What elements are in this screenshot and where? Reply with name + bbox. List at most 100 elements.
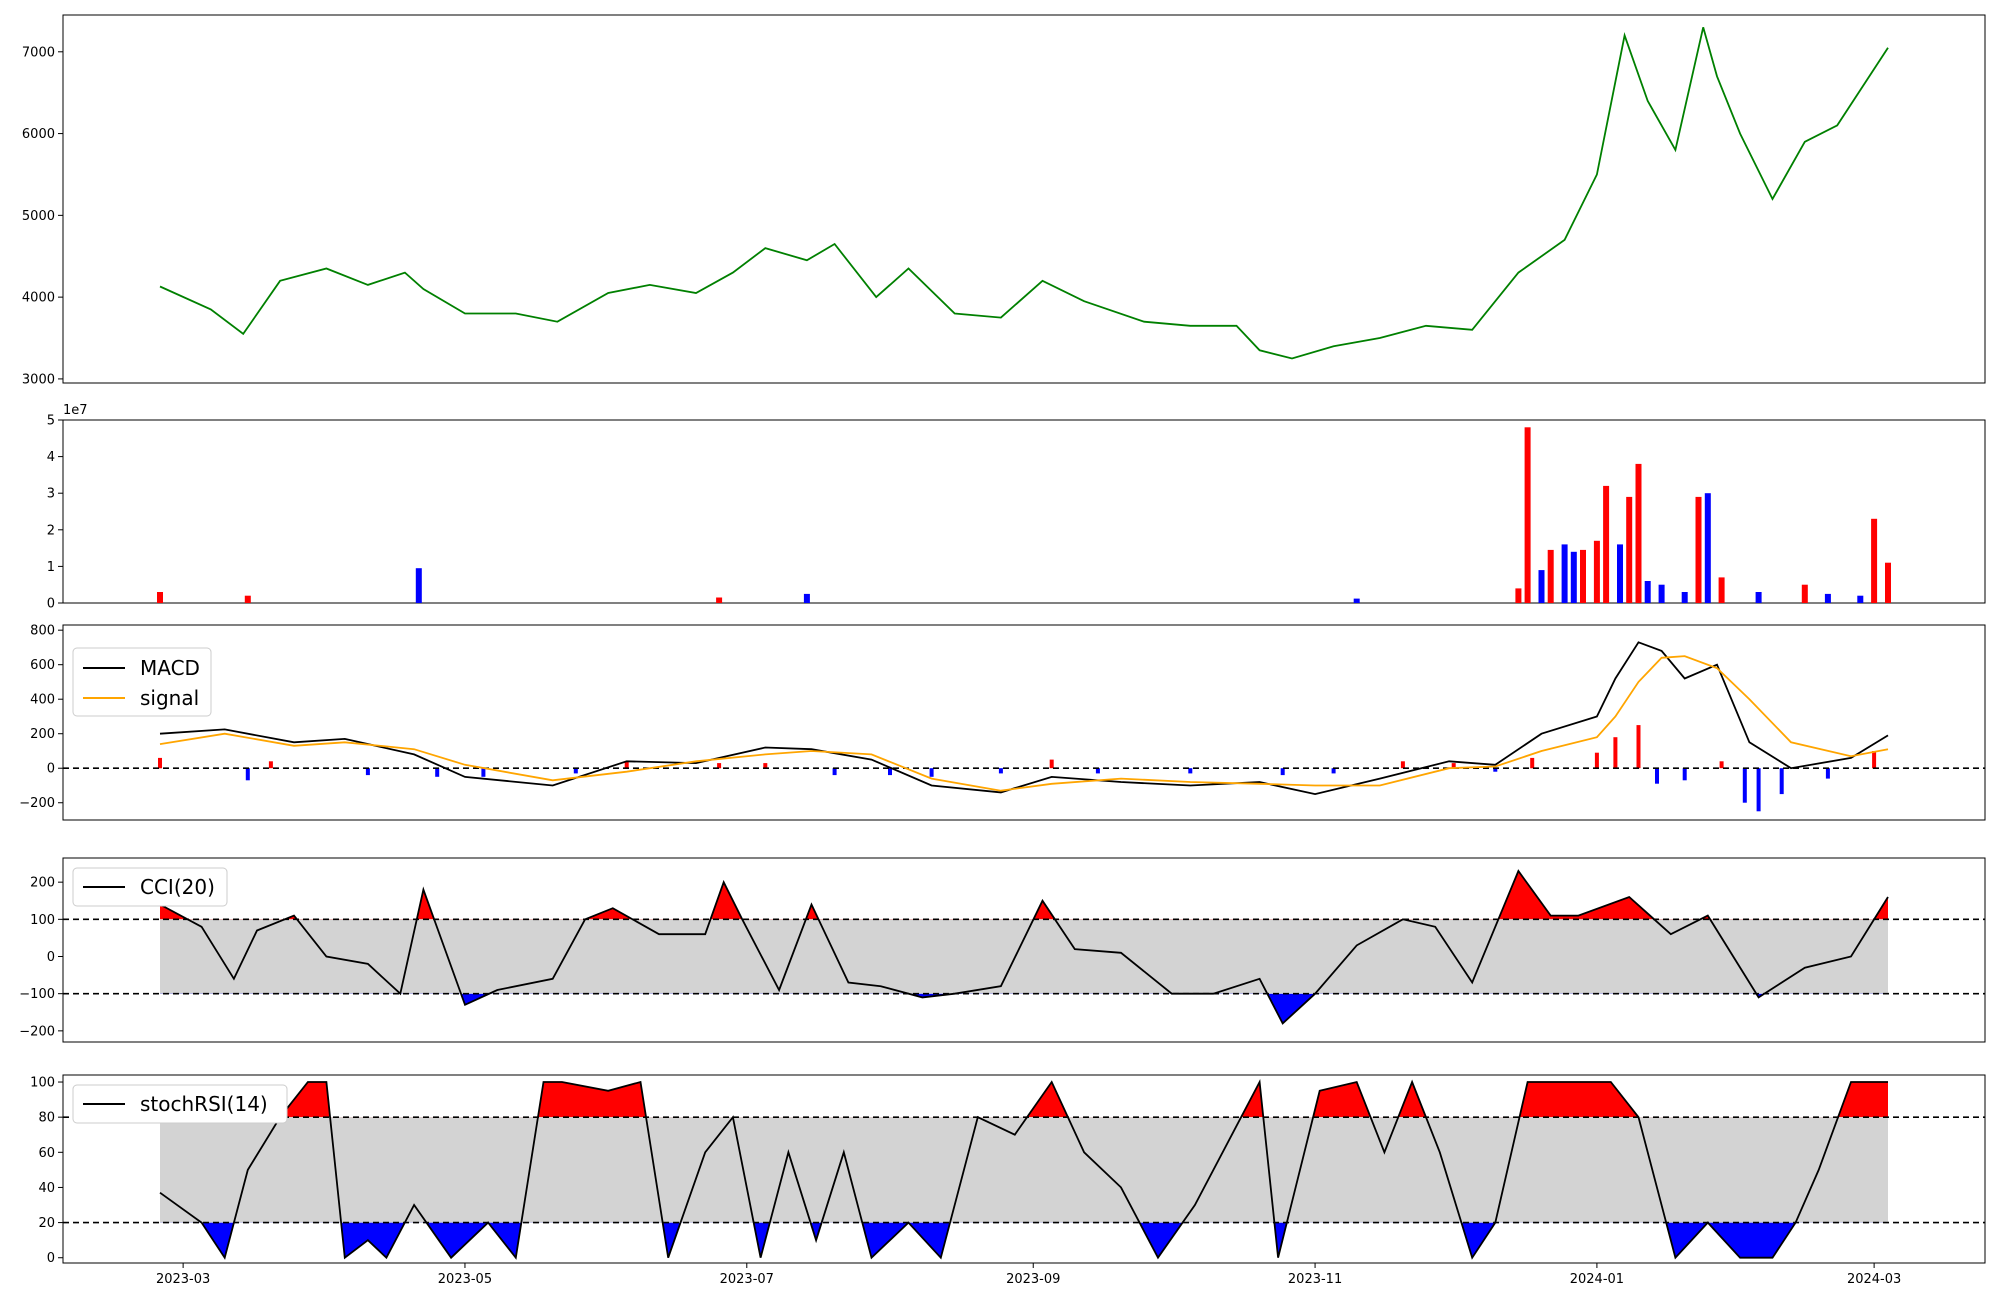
volume-bar: [1644, 581, 1651, 603]
macd-hist-bar: [1779, 768, 1784, 795]
volume-bar: [1353, 598, 1360, 603]
volume-bar: [1617, 544, 1623, 603]
legend-box: [72, 1084, 288, 1124]
y-tick-label: 100: [30, 913, 55, 928]
y-tick-label: 600: [30, 658, 55, 673]
volume-bar: [1524, 427, 1531, 603]
y-tick-label: 5000: [22, 209, 55, 224]
x-tick-label: 2023-07: [720, 1272, 774, 1287]
legend-label: stochRSI(14): [140, 1092, 268, 1116]
y-tick-label: 400: [30, 693, 55, 708]
macd-hist-bar: [1719, 761, 1724, 769]
volume-bar: [1515, 588, 1522, 603]
cci-line: [159, 869, 1889, 1025]
macd-hist-bar: [158, 757, 162, 769]
volume-bar: [415, 568, 422, 603]
macd-hist-bar: [365, 768, 370, 776]
y-tick-label: 1: [47, 560, 55, 575]
x-tick-label: 2023-03: [156, 1272, 210, 1287]
macd-hist-bar: [1872, 751, 1877, 769]
macd-hist-bar: [1280, 768, 1285, 776]
volume-bar: [1871, 518, 1878, 603]
y-tick-label: 800: [30, 624, 55, 639]
y-tick-label: −100: [19, 987, 55, 1002]
y-tick-label: 0: [47, 1251, 55, 1266]
volume-bar: [803, 593, 810, 603]
y-tick-label: 200: [30, 876, 55, 891]
x-tick-label: 2023-05: [438, 1272, 492, 1287]
y-tick-label: 4: [47, 450, 55, 465]
macd-line: [159, 641, 1889, 796]
oversold-fill: [160, 1222, 1888, 1258]
legend-label: signal: [140, 686, 199, 710]
y-tick-label: −200: [19, 796, 55, 811]
macd-hist-bar: [481, 768, 486, 777]
y-tick-label: 7000: [22, 45, 55, 60]
macd-hist-bar: [1742, 768, 1747, 803]
y-tick-label: 200: [30, 727, 55, 742]
panel-frame-1: [62, 14, 1986, 384]
volume-bar: [1580, 549, 1586, 603]
macd-hist-bar: [1451, 763, 1456, 769]
panel-frame-2: [62, 419, 1986, 604]
y-tick-label: 100: [30, 1076, 55, 1091]
stochrsi-legend: stochRSI(14): [72, 1084, 288, 1124]
volume-bar: [1538, 570, 1545, 603]
volume-bar: [1718, 577, 1725, 603]
macd-hist-bar: [717, 763, 722, 769]
neutral-band: [160, 919, 1888, 994]
macd-hist-bar: [763, 763, 768, 769]
price-line: [159, 27, 1889, 360]
y-tick-label: 60: [38, 1146, 55, 1161]
x-tick-label: 2024-03: [1847, 1272, 1901, 1287]
volume-bar: [1561, 544, 1568, 603]
volume-bar: [1570, 551, 1577, 603]
macd-hist-bar: [1095, 768, 1100, 774]
volume-bar: [1755, 592, 1762, 603]
macd-hist-bar: [435, 768, 440, 777]
volume-bar: [1824, 593, 1831, 603]
macd-hist-bar: [888, 768, 892, 776]
macd-hist-bar: [1188, 768, 1193, 774]
stochrsi-line: [159, 1078, 1888, 1260]
panel-frame-3: [62, 624, 1986, 821]
panel-frame-4: [62, 857, 1986, 1043]
macd-legend: MACD signal: [72, 647, 212, 717]
macd-hist-bar: [1530, 757, 1535, 769]
x-tick-label: 2023-11: [1288, 1272, 1342, 1287]
y-tick-label: 4000: [22, 291, 55, 306]
x-tick-label: 2024-01: [1570, 1272, 1624, 1287]
volume-bar: [1658, 584, 1665, 603]
macd-hist-bar: [929, 768, 934, 777]
y-tick-label: 3: [47, 487, 55, 502]
cci-legend: CCI(20): [72, 867, 228, 907]
macd-hist-bar: [268, 761, 273, 769]
signal-line: [159, 655, 1889, 792]
y-tick-label: −200: [19, 1024, 55, 1039]
y-tick-label: 6000: [22, 127, 55, 142]
volume-bar: [1801, 584, 1808, 603]
macd-hist-bar: [1049, 759, 1054, 769]
volume-bar: [1857, 595, 1864, 603]
volume-bar: [1681, 592, 1688, 603]
y-tick-label: 20: [38, 1216, 55, 1231]
macd-hist-bar: [1655, 768, 1659, 784]
macd-hist-bar: [624, 761, 629, 769]
macd-hist-bar: [1636, 725, 1641, 769]
y-tick-label: 80: [38, 1111, 55, 1126]
volume-bar: [1626, 496, 1633, 603]
volume-offset-label: 1e7: [63, 403, 88, 418]
volume-bar: [1547, 549, 1554, 603]
volume-bar: [1593, 540, 1600, 603]
macd-hist-bar: [1493, 768, 1498, 772]
macd-hist-bar: [1825, 768, 1830, 779]
volume-bar: [716, 597, 723, 603]
panel-frame-5: [62, 1074, 1986, 1264]
volume-bar: [1635, 463, 1642, 603]
y-tick-label: 2: [47, 523, 55, 538]
volume-bar: [157, 592, 163, 603]
y-tick-label: 0: [47, 950, 55, 965]
volume-bar: [1885, 562, 1891, 603]
x-tick-label: 2023-09: [1006, 1272, 1060, 1287]
y-tick-label: 0: [47, 597, 55, 612]
